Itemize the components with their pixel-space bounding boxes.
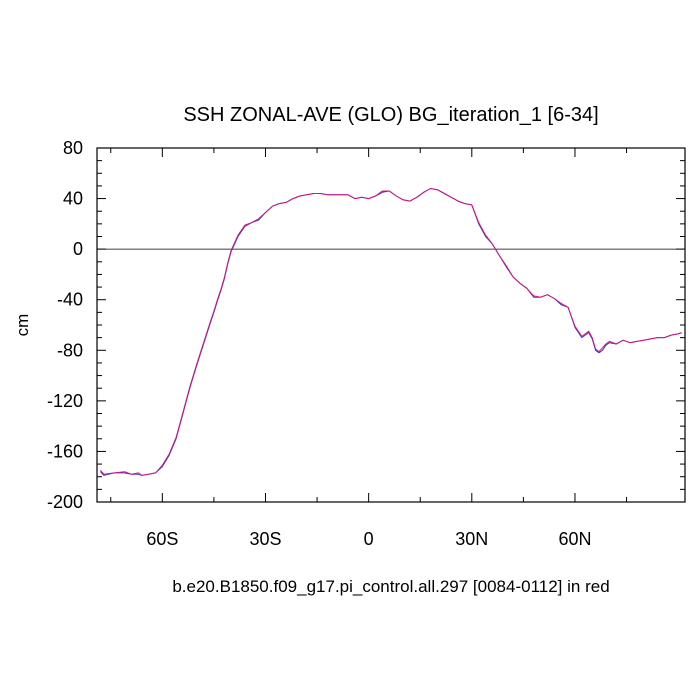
y-tick-label: 40 — [63, 189, 83, 209]
chart-title: SSH ZONAL-AVE (GLO) BG_iteration_1 [6-34… — [183, 104, 598, 126]
y-tick-label: -160 — [47, 441, 83, 461]
y-tick-label: -80 — [57, 340, 83, 360]
x-tick-label: 30S — [249, 529, 281, 549]
x-tick-label: 0 — [364, 529, 374, 549]
x-tick-label: 30N — [455, 529, 488, 549]
axis-ticks: 80 40 0 -40 -80 -120 -160 -200 60S 30S 0 30N 60N — [47, 138, 685, 549]
y-tick-label: 80 — [63, 138, 83, 158]
y-tick-label: 0 — [73, 239, 83, 259]
plot-area — [96, 147, 686, 503]
y-tick-label: -200 — [47, 492, 83, 512]
series-line-1 — [100, 188, 682, 476]
y-tick-label: -120 — [47, 391, 83, 411]
y-axis-label: cm — [13, 314, 32, 337]
x-tick-label: 60N — [558, 529, 591, 549]
plot-frame — [96, 147, 686, 503]
series-line-2 — [100, 188, 682, 476]
x-tick-label: 60S — [146, 529, 178, 549]
y-tick-label: -40 — [57, 290, 83, 310]
chart-subtitle: b.e20.B1850.f09_g17.pi_control.all.297 [… — [172, 577, 609, 596]
